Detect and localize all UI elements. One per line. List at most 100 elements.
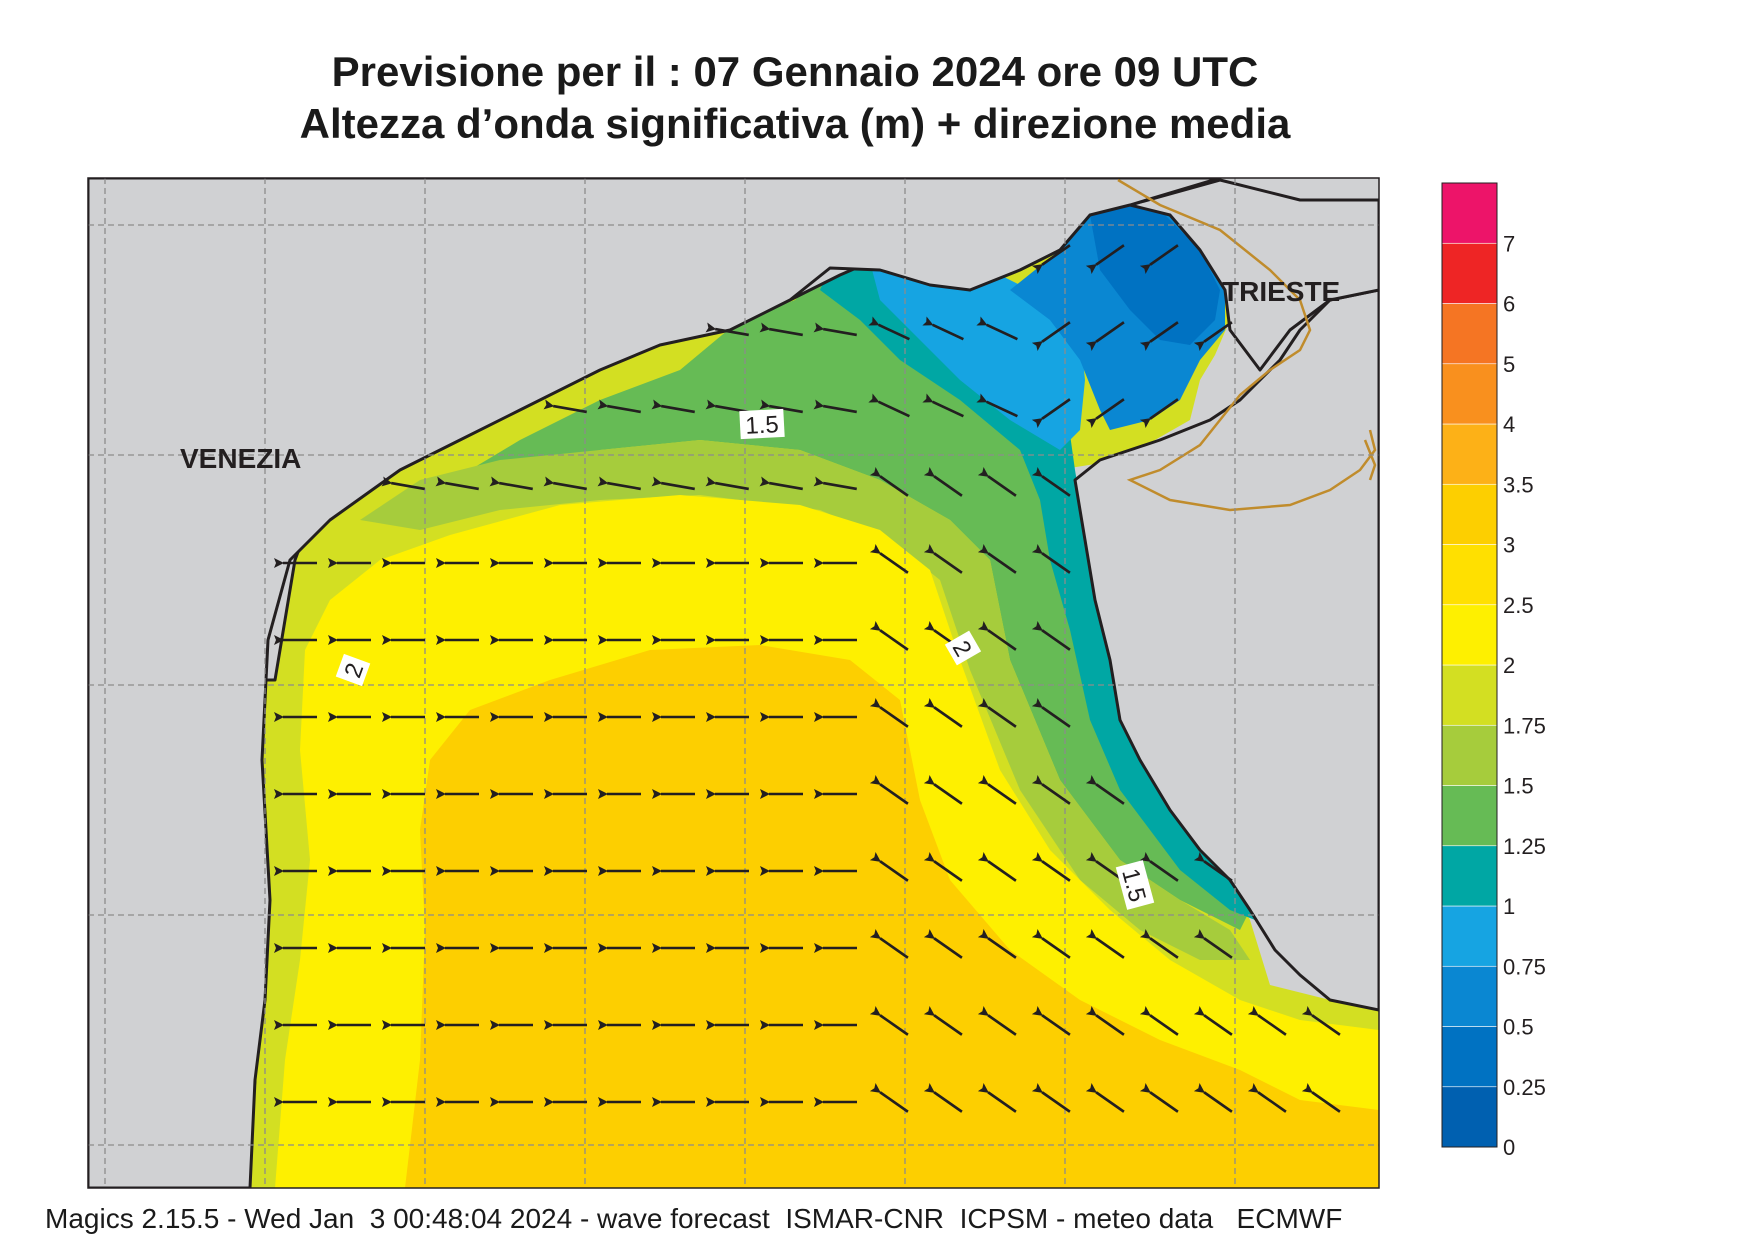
direction-arrow <box>1139 398 1179 429</box>
direction-arrow <box>1085 244 1125 275</box>
colorbar-cell <box>1441 785 1498 847</box>
direction-arrow <box>869 851 909 882</box>
colorbar-cell <box>1441 182 1498 244</box>
direction-arrow <box>923 1082 963 1113</box>
colorbar-tick-label: 2.5 <box>1503 593 1534 618</box>
colorbar-frame <box>1441 182 1498 1148</box>
contour-label-2: 2 <box>335 653 371 687</box>
colorbar-tick-label: 2 <box>1503 653 1515 678</box>
direction-arrow <box>923 774 963 805</box>
direction-arrow <box>1139 1005 1179 1036</box>
direction-arrow <box>1247 1082 1287 1113</box>
colorbar-tick-label: 7 <box>1503 231 1515 256</box>
direction-arrow <box>1139 928 1179 959</box>
direction-arrow <box>977 620 1017 651</box>
colorbar-cells <box>1441 182 1498 1148</box>
direction-arrow <box>1301 1082 1341 1113</box>
direction-arrow <box>813 399 857 414</box>
colorbar-cell <box>1441 845 1498 907</box>
istria <box>1073 288 1379 1012</box>
direction-arrow <box>813 476 857 491</box>
direction-arrow <box>923 697 963 728</box>
direction-arrow <box>1193 321 1233 352</box>
direction-arrow <box>1193 851 1233 882</box>
direction-arrow <box>1193 928 1233 959</box>
direction-arrow <box>597 399 641 414</box>
direction-arrow <box>1031 928 1071 959</box>
direction-arrow <box>923 1005 963 1036</box>
title-line-2: Altezza d’onda significativa (m) + direz… <box>299 100 1291 147</box>
direction-arrow <box>1193 1082 1233 1113</box>
colorbar-tick-label: 0.5 <box>1503 1015 1534 1040</box>
contour-label-1-text: 1.5 <box>745 411 780 440</box>
direction-arrow <box>977 774 1017 805</box>
direction-arrow <box>923 543 963 574</box>
direction-arrow <box>1139 851 1179 882</box>
direction-arrow <box>977 466 1017 497</box>
direction-arrow <box>1031 321 1071 352</box>
colorbar-cell <box>1441 1086 1498 1148</box>
colorbar-tick-label: 6 <box>1503 292 1515 317</box>
direction-arrow <box>1085 928 1125 959</box>
wave-zone-1-5 <box>360 440 1250 960</box>
direction-arrow <box>759 322 803 337</box>
wave-direction-arrows <box>274 244 1341 1113</box>
colorbar-tick-label: 0 <box>1503 1135 1515 1160</box>
direction-arrow <box>1139 1082 1179 1113</box>
direction-arrow <box>597 476 641 491</box>
direction-arrow <box>977 543 1017 574</box>
national-border <box>1117 178 1377 512</box>
direction-arrow <box>1247 1005 1287 1036</box>
colorbar-cell <box>1441 905 1498 967</box>
colorbar-tick-label: 0.25 <box>1503 1075 1546 1100</box>
colorbar-tick-label: 3.5 <box>1503 472 1534 497</box>
direction-arrow <box>651 476 695 491</box>
direction-arrow <box>1085 1082 1125 1113</box>
direction-arrow <box>923 851 963 882</box>
colorbar-tick-label: 3 <box>1503 533 1515 558</box>
direction-arrow <box>976 316 1018 341</box>
colorbar-cell <box>1441 724 1498 786</box>
colorbar-cell <box>1441 604 1498 666</box>
national-border-2 <box>1363 439 1377 481</box>
colorbar-tick-label: 1.25 <box>1503 834 1546 859</box>
direction-arrow <box>1031 620 1071 651</box>
coastline <box>88 178 1379 1188</box>
wave-zone-0-75 <box>870 262 1085 450</box>
direction-arrow <box>1031 543 1071 574</box>
direction-arrow <box>1301 1005 1341 1036</box>
colorbar-tick-label: 5 <box>1503 352 1515 377</box>
direction-arrow <box>1139 321 1179 352</box>
colorbar-tick-label: 1.75 <box>1503 713 1546 738</box>
direction-arrow <box>922 316 964 341</box>
direction-arrow <box>977 928 1017 959</box>
direction-arrow <box>381 476 425 491</box>
direction-arrow <box>1031 697 1071 728</box>
direction-arrow <box>759 399 803 414</box>
direction-arrow <box>543 399 587 414</box>
direction-arrow <box>1031 1005 1071 1036</box>
northern-coast-land <box>88 178 1222 1188</box>
direction-arrow <box>1085 321 1125 352</box>
direction-arrow <box>923 928 963 959</box>
colorbar-ticks: 0 0.25 0.5 0.75 1 1.25 1.5 1.75 2 2.5 3 3.5 4 5 6 7 <box>1503 231 1546 1160</box>
trieste-gulf-land <box>1128 178 1379 372</box>
direction-arrow <box>1085 1005 1125 1036</box>
direction-arrow <box>869 928 909 959</box>
colorbar-tick-label: 1.5 <box>1503 774 1534 799</box>
contour-label-1: 1.5 <box>739 408 785 440</box>
colorbar-cell <box>1441 242 1498 304</box>
direction-arrow <box>1193 1005 1233 1036</box>
direction-arrow <box>1085 774 1125 805</box>
label-trieste: TRIESTE <box>1222 276 1340 307</box>
direction-arrow <box>1031 398 1071 429</box>
wave-height-field <box>250 200 1379 1188</box>
direction-arrow <box>868 393 910 418</box>
colorbar-tick-label: 0.75 <box>1503 954 1546 979</box>
direction-arrow <box>1031 774 1071 805</box>
direction-arrow <box>977 1005 1017 1036</box>
direction-arrow <box>489 476 533 491</box>
direction-arrow <box>923 466 963 497</box>
colorbar-tick-label: 1 <box>1503 894 1515 919</box>
